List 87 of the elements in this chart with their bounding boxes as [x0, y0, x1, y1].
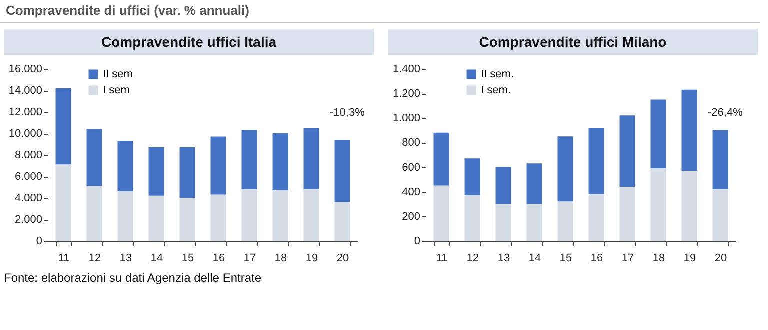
y-tick-label: 400 [402, 186, 420, 198]
x-tick-label: 16 [590, 252, 604, 264]
chart-title: Compravendite uffici Italia [4, 29, 374, 55]
x-tick-label: 14 [528, 252, 542, 264]
x-tick-label: 17 [244, 252, 256, 264]
bar [56, 88, 72, 165]
y-tick-label: 800 [402, 137, 420, 150]
bar [118, 141, 134, 192]
y-tick-label: 200 [402, 210, 420, 223]
x-tick-label: 20 [714, 252, 728, 264]
x-tick-label: 12 [466, 252, 480, 264]
x-tick-label: 12 [88, 252, 102, 264]
y-tick-label: 0 [414, 236, 420, 248]
bar [56, 164, 72, 241]
y-tick-label: 1.000 [392, 112, 420, 125]
annotation: -26,4% [708, 107, 744, 119]
bar [620, 186, 636, 241]
bar [464, 196, 480, 241]
x-tick-label: 13 [498, 252, 510, 264]
bar [242, 130, 258, 190]
bar [496, 167, 512, 204]
x-tick-label: 13 [120, 252, 132, 264]
bar [496, 204, 512, 241]
y-tick-label: 14.000 [8, 85, 42, 97]
bar [682, 170, 698, 241]
bar [180, 198, 196, 241]
chart-title: Compravendite uffici Milano [388, 29, 758, 55]
bar [526, 164, 542, 204]
annotation: -10,3% [330, 107, 366, 119]
bar [558, 202, 574, 241]
bar [118, 192, 134, 241]
bar [712, 189, 728, 241]
bar [334, 202, 350, 241]
y-tick-label: 10.000 [8, 128, 42, 140]
x-tick-label: 19 [684, 252, 696, 264]
x-tick-label: 18 [652, 252, 666, 264]
y-tick-label: 6.000 [14, 171, 42, 183]
bar [588, 128, 604, 194]
bar [526, 204, 542, 241]
bar [712, 130, 728, 190]
x-tick-label: 15 [560, 252, 572, 264]
bar [86, 186, 102, 241]
bar [180, 147, 196, 198]
bar [620, 116, 636, 187]
bar [148, 196, 164, 241]
y-tick-label: 1.200 [392, 88, 420, 100]
x-tick-label: 16 [212, 252, 226, 264]
bar [148, 147, 164, 196]
text: Compravendite di uffici (var. % annuali) [0, 0, 760, 23]
source-note: Fonte: elaborazioni su dati Agenzia delle Entrate [3, 271, 263, 285]
y-tick-label: 12.000 [8, 106, 42, 118]
x-tick-label: 15 [182, 252, 194, 264]
x-tick-label: 19 [306, 252, 318, 264]
x-tick-label: 11 [58, 252, 70, 264]
bar [588, 194, 604, 241]
x-tick-label: 14 [150, 252, 164, 264]
x-tick-label: 18 [274, 252, 288, 264]
y-tick-label: 600 [402, 162, 420, 174]
legend-label: I sem. [481, 84, 511, 96]
bar [242, 189, 258, 241]
legend-label: II sem [103, 68, 133, 80]
bar [272, 190, 288, 241]
bar [210, 136, 226, 195]
bar [334, 140, 350, 202]
bar [86, 129, 102, 186]
legend-label: I sem [103, 84, 130, 96]
x-tick-label: 11 [436, 252, 448, 264]
bar [650, 100, 666, 169]
y-tick-label: 4.000 [14, 192, 42, 204]
bar [210, 194, 226, 241]
y-tick-label: 1.400 [392, 64, 420, 76]
bar [272, 134, 288, 190]
y-tick-label: 2.000 [14, 214, 42, 226]
bar [558, 136, 574, 202]
y-tick-label: 0 [36, 236, 42, 248]
y-tick-label: 16.000 [8, 64, 42, 76]
y-tick-label: 8.000 [14, 150, 42, 162]
x-tick-label: 17 [622, 252, 634, 264]
bar [464, 158, 480, 196]
bar [304, 189, 320, 241]
bar [434, 132, 450, 186]
bar [682, 90, 698, 171]
bar [304, 128, 320, 190]
x-tick-label: 20 [336, 252, 350, 264]
legend-label: II sem. [481, 68, 514, 80]
bar [434, 186, 450, 241]
bar [650, 168, 666, 241]
